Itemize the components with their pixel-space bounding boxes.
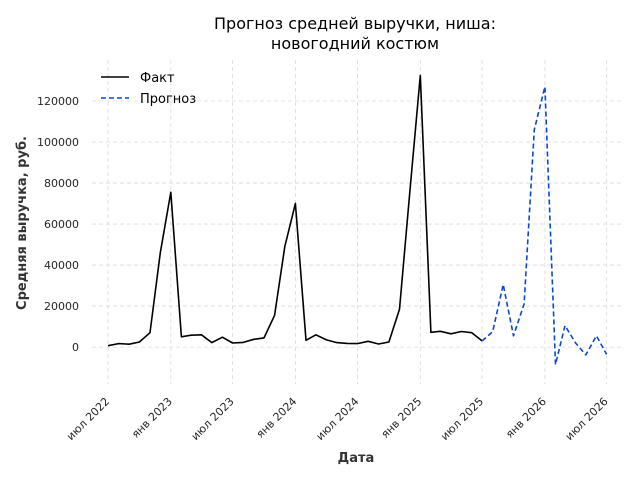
legend-label-forecast: Прогноз (140, 92, 196, 107)
y-tick-label: 20000 (44, 300, 79, 313)
series-line-forecast (481, 85, 608, 366)
x-tick-label: июл 2023 (189, 395, 237, 443)
tick-labels: 0 20000 40000 60000 80000 100000 120000 июл 202… (37, 95, 611, 443)
y-tick-label: 60000 (44, 218, 79, 231)
y-tick-label: 40000 (44, 259, 79, 272)
x-tick-label: июл 2025 (438, 395, 486, 443)
x-tick-label: июл 2022 (64, 395, 112, 443)
y-tick-label: 80000 (44, 177, 79, 190)
legend-label-fact: Факт (140, 71, 175, 86)
series-line-fact (107, 74, 483, 347)
x-tick-label: янв 2023 (129, 395, 175, 441)
legend: Факт Прогноз (101, 71, 196, 107)
grid (92, 60, 622, 384)
x-tick-label: янв 2025 (379, 395, 425, 441)
y-axis-label: Средняя выручка, руб. (15, 136, 30, 310)
y-tick-label: 100000 (37, 136, 79, 149)
x-tick-label: янв 2026 (503, 395, 549, 441)
x-tick-label: июл 2024 (314, 395, 362, 443)
chart-title-line-2: новогодний костюм (271, 34, 439, 53)
x-axis-label: Дата (338, 451, 375, 466)
x-tick-label: янв 2024 (254, 395, 300, 441)
plot-area (107, 74, 608, 366)
x-tick-label: июл 2026 (563, 395, 611, 443)
y-tick-label: 0 (72, 341, 79, 354)
y-tick-label: 120000 (37, 95, 79, 108)
chart-title-line-1: Прогноз средней выручки, ниша: (214, 14, 496, 33)
